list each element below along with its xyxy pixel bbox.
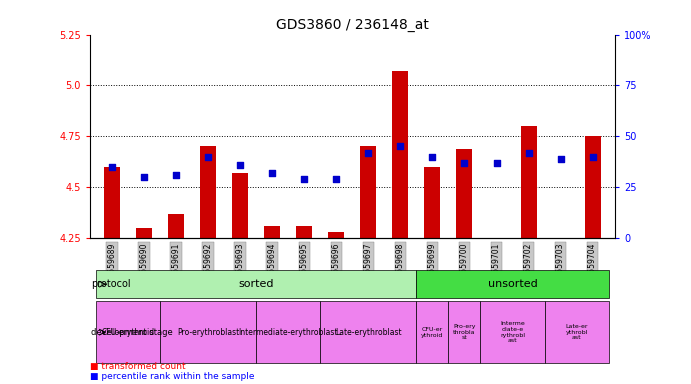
Point xyxy=(587,154,598,160)
Bar xyxy=(136,228,152,238)
Bar xyxy=(321,301,417,364)
Point xyxy=(555,156,566,162)
Point xyxy=(299,176,310,182)
Bar xyxy=(480,301,545,364)
Point xyxy=(267,170,278,176)
Bar xyxy=(232,173,248,238)
Bar xyxy=(520,126,536,238)
Point xyxy=(427,154,438,160)
Bar xyxy=(169,214,184,238)
Bar xyxy=(160,301,256,364)
Text: Late-er
ythrobl
ast: Late-er ythrobl ast xyxy=(565,324,588,341)
Text: unsorted: unsorted xyxy=(488,279,538,289)
Point xyxy=(331,176,342,182)
Text: Late-erythroblast: Late-erythroblast xyxy=(335,328,401,337)
Bar xyxy=(585,136,600,238)
Bar xyxy=(256,301,321,364)
Text: ■ percentile rank within the sample: ■ percentile rank within the sample xyxy=(90,372,254,381)
Point xyxy=(139,174,150,180)
Bar xyxy=(361,147,377,238)
Bar xyxy=(200,147,216,238)
Bar xyxy=(296,226,312,238)
Bar xyxy=(424,167,440,238)
Text: Intermediate-erythroblast: Intermediate-erythroblast xyxy=(238,328,338,337)
Text: CFU-erythroid: CFU-erythroid xyxy=(102,328,155,337)
Bar xyxy=(96,301,160,364)
Bar xyxy=(328,232,344,238)
Point xyxy=(171,172,182,178)
Bar xyxy=(96,270,417,298)
Bar xyxy=(448,301,480,364)
Point xyxy=(395,144,406,150)
Point xyxy=(491,160,502,166)
Bar xyxy=(545,301,609,364)
Point xyxy=(235,162,246,168)
Text: Interme
diate-e
rythrobl
ast: Interme diate-e rythrobl ast xyxy=(500,321,525,343)
Title: GDS3860 / 236148_at: GDS3860 / 236148_at xyxy=(276,18,429,32)
Bar xyxy=(104,167,120,238)
Text: ■ transformed count: ■ transformed count xyxy=(90,362,185,371)
Bar xyxy=(457,149,473,238)
Point xyxy=(106,164,117,170)
Text: development stage: development stage xyxy=(91,328,173,337)
Text: Pro-ery
throbla
st: Pro-ery throbla st xyxy=(453,324,475,341)
Bar xyxy=(265,226,281,238)
Point xyxy=(363,149,374,156)
Point xyxy=(523,149,534,156)
Bar xyxy=(417,270,609,298)
Text: sorted: sorted xyxy=(238,279,274,289)
Bar xyxy=(392,71,408,238)
Point xyxy=(202,154,214,160)
Text: protocol: protocol xyxy=(91,279,131,289)
Text: CFU-er
ythroid: CFU-er ythroid xyxy=(422,327,444,338)
Point xyxy=(459,160,470,166)
Text: Pro-erythroblast: Pro-erythroblast xyxy=(177,328,240,337)
Bar xyxy=(417,301,448,364)
